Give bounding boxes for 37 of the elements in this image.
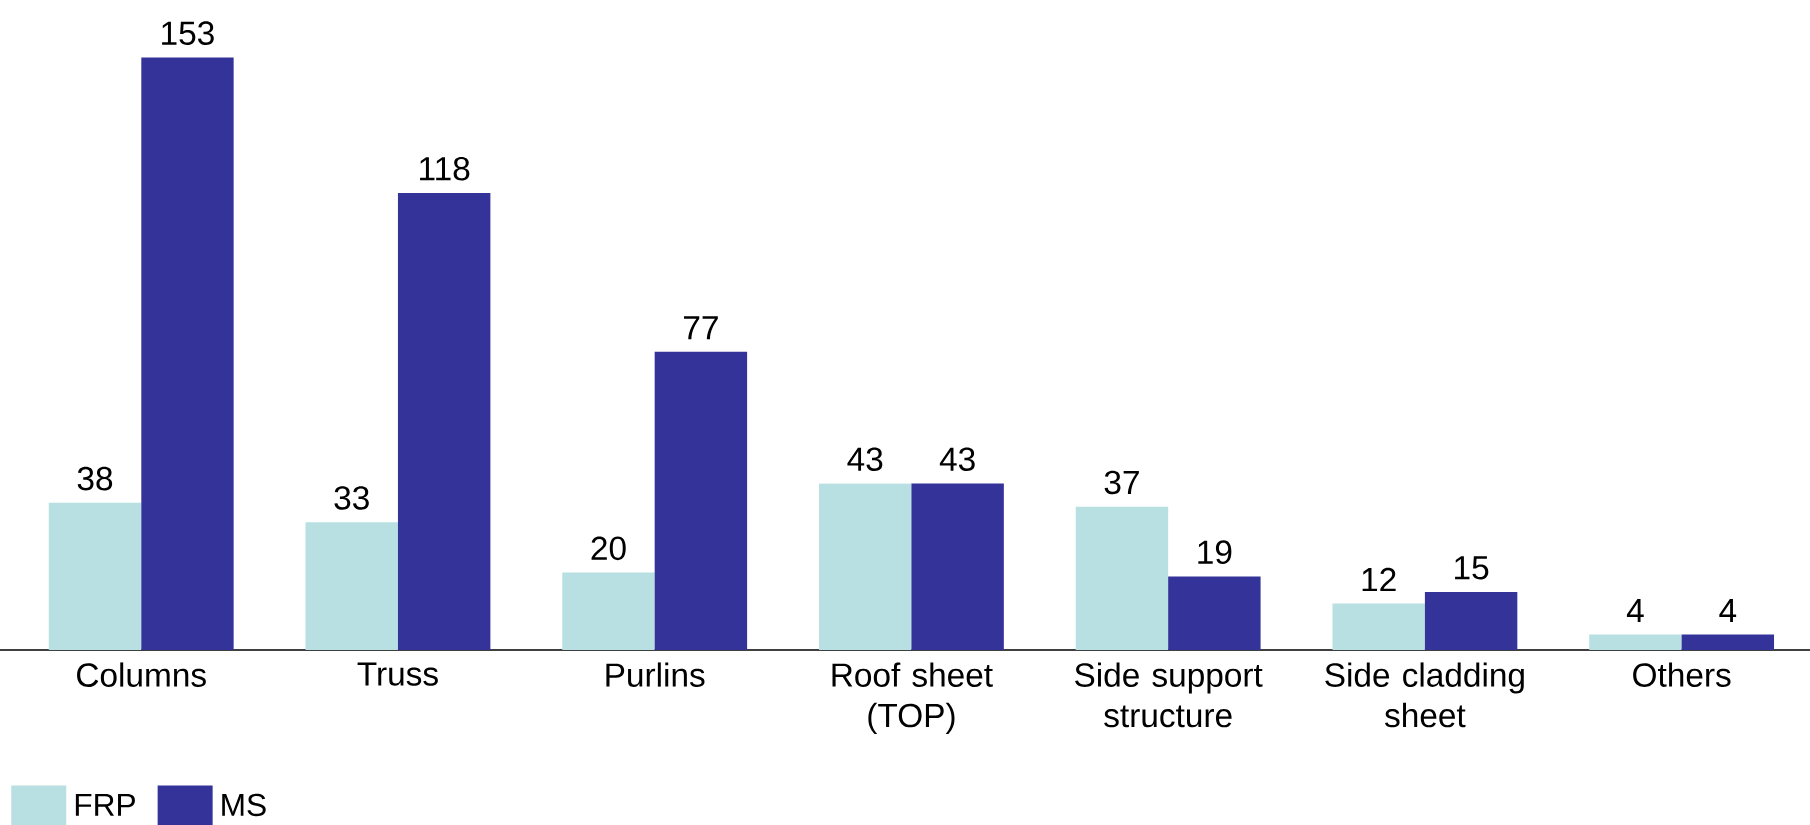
data-label: 153 [162, 21, 214, 45]
bar [1589, 634, 1682, 650]
data-label: 4 [1719, 599, 1737, 623]
bar [141, 57, 234, 650]
x-tick-label: Side cladding sheet [1325, 662, 1524, 728]
data-label: 33 [334, 486, 369, 510]
data-label: 38 [77, 466, 113, 491]
bar [305, 522, 398, 650]
data-label: 15 [1455, 556, 1489, 580]
bar [1681, 634, 1775, 650]
data-label: 4 [1626, 599, 1644, 623]
data-label: 19 [1198, 540, 1232, 564]
bar [911, 483, 1004, 650]
data-label: 77 [684, 316, 718, 340]
data-label: 43 [847, 447, 883, 472]
bar [654, 351, 748, 650]
bar [1075, 506, 1169, 650]
bar [819, 483, 912, 650]
bar [1332, 603, 1425, 650]
bar [1424, 591, 1518, 650]
data-label: 43 [939, 447, 975, 472]
data-label: 12 [1362, 567, 1396, 592]
bar [562, 572, 655, 650]
x-tick-label: Roof sheet (TOP) [832, 662, 993, 734]
x-tick-label: Truss [357, 662, 438, 686]
legend-label: MS [222, 793, 266, 817]
x-tick-label: Columns [77, 662, 206, 687]
x-tick-label: Others [1633, 662, 1731, 687]
x-tick-label: Side support structure [1075, 662, 1263, 728]
data-label: 20 [591, 536, 626, 561]
x-tick-label: Purlins [606, 662, 705, 687]
bar [397, 192, 491, 650]
bar [1168, 576, 1261, 650]
data-label: 118 [420, 156, 470, 181]
legend-label: FRP [75, 793, 135, 816]
bar [48, 502, 142, 650]
data-label: 37 [1104, 470, 1139, 495]
